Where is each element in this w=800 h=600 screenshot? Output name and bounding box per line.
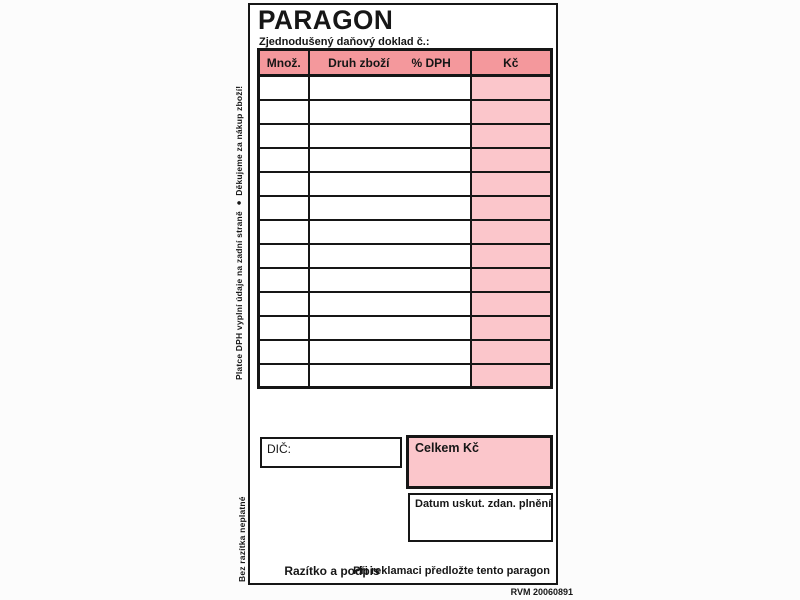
item-row — [257, 338, 553, 365]
goods-cell — [307, 146, 472, 173]
qty-cell — [257, 314, 310, 341]
goods-cell — [307, 266, 472, 293]
item-row — [257, 146, 553, 173]
item-row — [257, 74, 553, 101]
qty-column-header: Množ. — [257, 48, 310, 77]
price-cell — [469, 98, 553, 125]
price-cell — [469, 218, 553, 245]
goods-cell — [307, 314, 472, 341]
item-row — [257, 170, 553, 197]
item-row — [257, 98, 553, 125]
date-of-supply-label: Datum uskut. zdan. plnění — [415, 498, 552, 510]
goods-cell — [307, 170, 472, 197]
qty-cell — [257, 122, 310, 149]
items-table: Množ. Druh zboží % DPH Kč — [257, 48, 553, 389]
side-note-validity: Bez razítka neplatné — [237, 496, 247, 582]
items-table-body — [257, 74, 553, 389]
goods-vat-column-header: Druh zboží % DPH — [307, 48, 472, 77]
item-row — [257, 218, 553, 245]
items-table-header: Množ. Druh zboží % DPH Kč — [257, 48, 553, 77]
print-code: RVM 20060891 — [510, 587, 573, 597]
tax-id-label: DIČ: — [267, 442, 291, 456]
qty-cell — [257, 98, 310, 125]
qty-cell — [257, 242, 310, 269]
tax-id-box: DIČ: — [260, 437, 402, 468]
document-subtitle: Zjednodušený daňový doklad č.: — [259, 36, 430, 48]
item-row — [257, 266, 553, 293]
item-row — [257, 194, 553, 221]
price-cell — [469, 122, 553, 149]
item-row — [257, 242, 553, 269]
item-row — [257, 290, 553, 317]
qty-cell — [257, 362, 310, 389]
total-label: Celkem Kč — [415, 441, 479, 455]
total-box: Celkem Kč — [406, 435, 553, 489]
qty-cell — [257, 218, 310, 245]
item-row — [257, 314, 553, 341]
price-column-header: Kč — [469, 48, 553, 77]
price-cell — [469, 170, 553, 197]
goods-cell — [307, 98, 472, 125]
price-cell — [469, 146, 553, 173]
goods-cell — [307, 290, 472, 317]
header-row: Množ. Druh zboží % DPH Kč — [257, 48, 553, 77]
page-title: PARAGON — [258, 5, 394, 35]
goods-cell — [307, 242, 472, 269]
price-cell — [469, 194, 553, 221]
goods-cell — [307, 362, 472, 389]
date-of-supply-box: Datum uskut. zdan. plnění — [408, 493, 553, 542]
qty-cell — [257, 338, 310, 365]
price-cell — [469, 242, 553, 269]
price-cell — [469, 314, 553, 341]
goods-cell — [307, 338, 472, 365]
side-note-vat-payer: Platce DPH vyplní údaje na zadní straně … — [234, 85, 244, 380]
qty-cell — [257, 170, 310, 197]
qty-cell — [257, 194, 310, 221]
item-row — [257, 362, 553, 389]
price-cell — [469, 362, 553, 389]
goods-cell — [307, 74, 472, 101]
goods-cell — [307, 218, 472, 245]
price-cell — [469, 338, 553, 365]
claim-note: Při reklamaci předložte tento paragon — [353, 565, 550, 577]
price-cell — [469, 266, 553, 293]
goods-cell — [307, 194, 472, 221]
price-cell — [469, 290, 553, 317]
price-cell — [469, 74, 553, 101]
qty-cell — [257, 74, 310, 101]
qty-cell — [257, 146, 310, 173]
vat-column-label: % DPH — [411, 55, 451, 70]
stamp-signature-label: Razítko a podpis — [284, 564, 380, 578]
goods-column-label: Druh zboží — [328, 55, 390, 70]
qty-cell — [257, 290, 310, 317]
item-row — [257, 122, 553, 149]
goods-cell — [307, 122, 472, 149]
qty-cell — [257, 266, 310, 293]
receipt-frame: PARAGON Zjednodušený daňový doklad č.: M… — [248, 3, 558, 585]
